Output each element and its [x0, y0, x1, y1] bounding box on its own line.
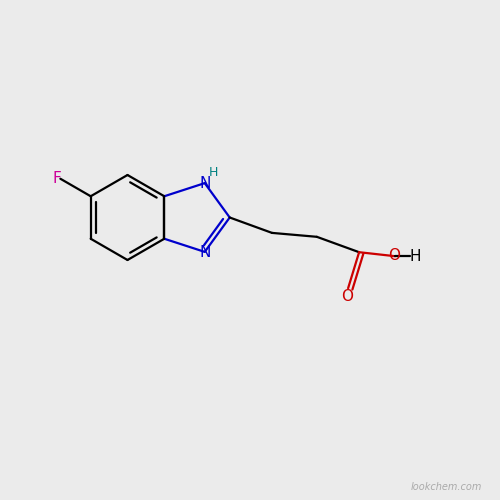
Text: H: H	[410, 248, 421, 264]
Text: lookchem.com: lookchem.com	[411, 482, 482, 492]
Text: O: O	[388, 248, 400, 262]
Text: H: H	[208, 166, 218, 178]
Text: N: N	[199, 245, 210, 260]
Text: F: F	[52, 171, 61, 186]
Text: N: N	[199, 176, 210, 191]
Text: O: O	[342, 289, 353, 304]
